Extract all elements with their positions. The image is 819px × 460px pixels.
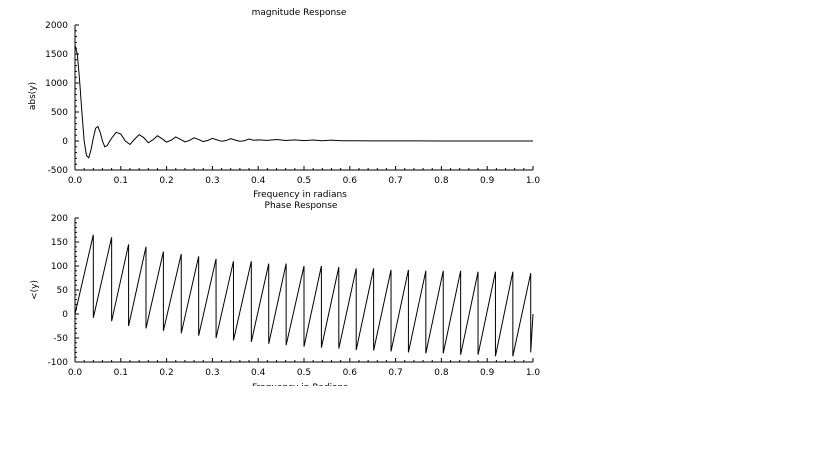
y-tick-label: 100	[51, 262, 68, 272]
y-tick-label: -500	[48, 166, 69, 176]
y-tick-label: 200	[51, 214, 68, 224]
x-tick-label: 0.6	[343, 368, 358, 378]
y-tick-label: -100	[48, 358, 69, 368]
y-tick-label: 2000	[45, 21, 68, 31]
x-tick-label: 0.5	[297, 368, 311, 378]
magnitude-chart-axes: 0.0 0.1 0.2 0.3 0.4 0.5 0.6 0.7 0.8 0.9 1.0 -500 0 50…	[45, 21, 540, 186]
x-tick-label: 0.0	[68, 176, 83, 186]
x-tick-label: 0.1	[114, 176, 128, 186]
x-tick-label: 0.7	[388, 368, 402, 378]
y-tick-label: 50	[57, 286, 69, 296]
x-tick-label: 0.8	[434, 368, 449, 378]
y-tick-label: 150	[51, 238, 68, 248]
y-tick-label: 0	[62, 310, 68, 320]
phase-chart-xlabel: Frequency in Radians	[252, 383, 348, 393]
x-tick-label: 0.4	[251, 176, 266, 186]
x-tick-label: 0.1	[114, 368, 128, 378]
x-tick-label: 0.9	[480, 368, 495, 378]
phase-chart: Phase Response <(y) 0.0 0.1 0.2 0.3 0.4 0.5 0.…	[30, 201, 541, 393]
phase-chart-ylabel: <(y)	[30, 280, 40, 300]
y-tick-label: -50	[53, 334, 68, 344]
x-tick-label: 0.2	[159, 368, 173, 378]
x-tick-label: 0.2	[159, 176, 173, 186]
magnitude-series-line	[74, 45, 534, 159]
x-tick-label: 0.0	[68, 368, 83, 378]
y-tick-label: 500	[51, 108, 68, 118]
x-tick-label: 0.4	[251, 368, 266, 378]
x-tick-label: 0.3	[205, 176, 219, 186]
x-tick-label: 0.6	[343, 176, 358, 186]
magnitude-chart-title: magnitude Response	[252, 8, 347, 18]
x-tick-label: 0.7	[388, 176, 402, 186]
x-tick-label: 0.3	[205, 368, 219, 378]
x-tick-label: 1.0	[526, 368, 541, 378]
x-tick-label: 0.5	[297, 176, 311, 186]
x-tick-label: 0.9	[480, 176, 495, 186]
y-tick-label: 1500	[45, 50, 68, 60]
phase-series-line	[74, 234, 534, 357]
x-tick-label: 1.0	[526, 176, 541, 186]
phase-chart-title: Phase Response	[265, 201, 338, 211]
magnitude-chart: magnitude Response abs(y) Frequency in r…	[28, 8, 540, 200]
y-tick-label: 1000	[45, 79, 68, 89]
y-tick-label: 0	[62, 137, 68, 147]
magnitude-chart-ylabel: abs(y)	[28, 82, 38, 110]
magnitude-chart-xlabel: Frequency in radians	[253, 190, 347, 200]
x-tick-label: 0.8	[434, 176, 449, 186]
phase-chart-axes: 0.0 0.1 0.2 0.3 0.4 0.5 0.6 0.7 0.8 0.9 1.0 -100 -50…	[48, 214, 541, 378]
